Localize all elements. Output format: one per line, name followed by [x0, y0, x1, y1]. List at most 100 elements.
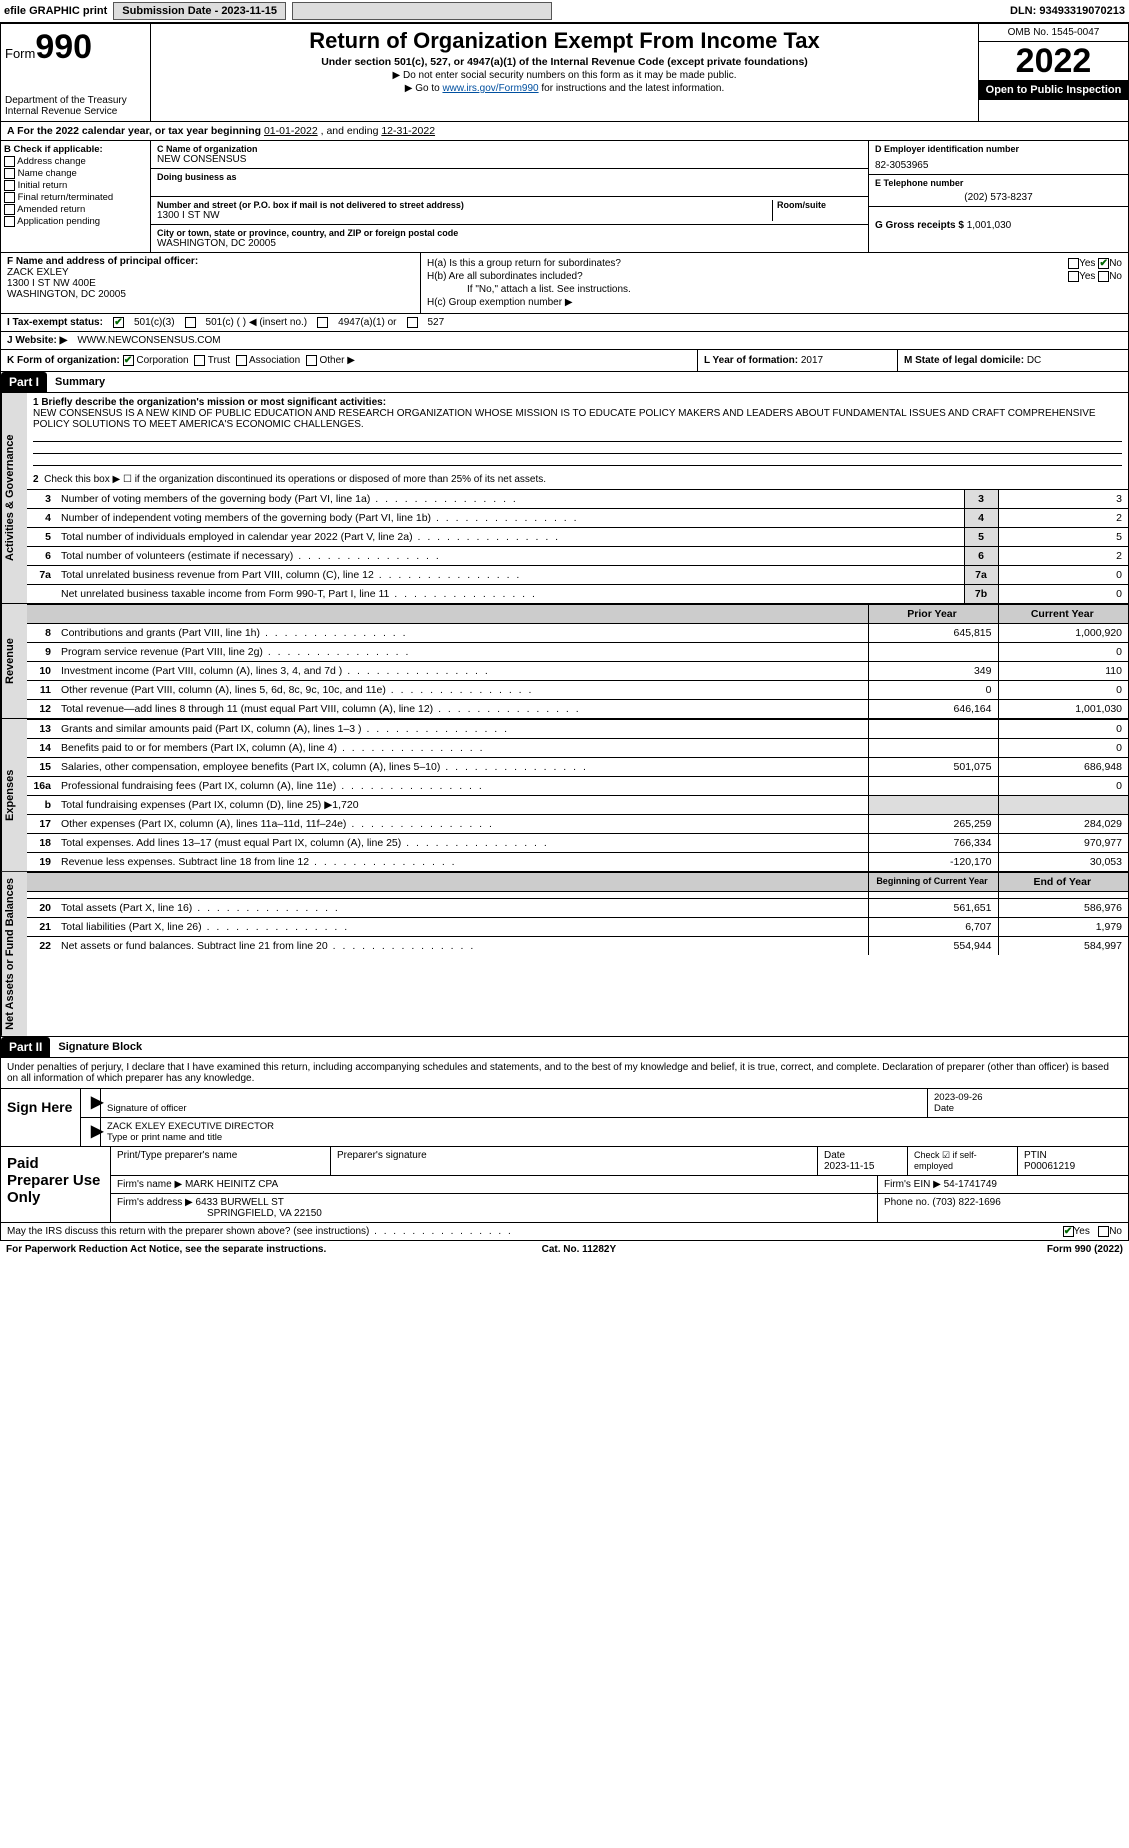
net-body: Beginning of Current YearEnd of Year 20T…: [27, 872, 1128, 1036]
ptin-cell: PTINP00061219: [1018, 1147, 1128, 1175]
open-public-badge: Open to Public Inspection: [979, 80, 1128, 100]
checkbox-icon[interactable]: [4, 204, 15, 215]
row-k-label: K Form of organization:: [7, 355, 120, 366]
checkbox-icon[interactable]: [4, 216, 15, 227]
table-row: [27, 892, 1128, 899]
table-row: bTotal fundraising expenses (Part IX, co…: [27, 796, 1128, 815]
group-return-block: H(a) Is this a group return for subordin…: [421, 253, 1128, 313]
ein-label: D Employer identification number: [875, 144, 1122, 154]
col-c-org-info: C Name of organization NEW CONSENSUS Doi…: [151, 141, 868, 252]
checkbox-icon[interactable]: [1098, 1226, 1109, 1237]
checkbox-icon[interactable]: [4, 168, 15, 179]
table-row: 11Other revenue (Part VIII, column (A), …: [27, 681, 1128, 700]
phone-label: E Telephone number: [875, 178, 1122, 188]
underline: [33, 430, 1122, 442]
gross-cell: G Gross receipts $ 1,001,030: [869, 207, 1128, 252]
paid-preparer-block: Paid Preparer Use Only Print/Type prepar…: [0, 1147, 1129, 1223]
vlabel-revenue: Revenue: [1, 604, 27, 718]
line2-text: Check this box ▶ ☐ if the organization d…: [44, 474, 546, 485]
chk-amended: Amended return: [4, 204, 147, 215]
chk-name-change: Name change: [4, 168, 147, 179]
firm-name-cell: Firm's name ▶ MARK HEINITZ CPA: [111, 1176, 878, 1193]
table-row: 12Total revenue—add lines 8 through 11 (…: [27, 700, 1128, 719]
submission-date-button[interactable]: Submission Date - 2023-11-15: [113, 2, 286, 20]
tax-year: 2022: [979, 42, 1128, 80]
discuss-text: May the IRS discuss this return with the…: [7, 1226, 513, 1237]
checkbox-icon[interactable]: [1068, 271, 1079, 282]
row-i-label: I Tax-exempt status:: [7, 317, 103, 328]
signature-field: Signature of officer: [101, 1089, 928, 1117]
table-row: 9Program service revenue (Part VIII, lin…: [27, 643, 1128, 662]
preparer-sig-col: Preparer's signature: [331, 1147, 818, 1175]
sig-line-2: ▶ ZACK EXLEY EXECUTIVE DIRECTORType or p…: [81, 1118, 1128, 1146]
table-row: 6Total number of volunteers (estimate if…: [27, 547, 1128, 566]
table-row: 4Number of independent voting members of…: [27, 509, 1128, 528]
paperwork-notice: For Paperwork Reduction Act Notice, see …: [6, 1244, 326, 1255]
sign-here-right: ▶ Signature of officer 2023-09-26Date ▶ …: [81, 1089, 1128, 1146]
prep-date: Date2023-11-15: [818, 1147, 908, 1175]
sig-line-1: ▶ Signature of officer 2023-09-26Date: [81, 1089, 1128, 1118]
part2-title: Signature Block: [50, 1038, 150, 1056]
form-ref: Form 990 (2022): [1047, 1244, 1123, 1255]
website-value: WWW.NEWCONSENSUS.COM: [77, 335, 220, 346]
part2-bar: Part II Signature Block: [0, 1037, 1129, 1058]
chk-address-change: Address change: [4, 156, 147, 167]
checkbox-icon[interactable]: [236, 355, 247, 366]
prep-line-2: Firm's name ▶ MARK HEINITZ CPA Firm's EI…: [111, 1176, 1128, 1194]
city-state-zip: WASHINGTON, DC 20005: [157, 238, 862, 249]
block-fh: F Name and address of principal officer:…: [0, 253, 1129, 314]
officer-name: ZACK EXLEY: [7, 267, 414, 278]
checkbox-icon[interactable]: [185, 317, 196, 328]
officer-addr2: WASHINGTON, DC 20005: [7, 289, 414, 300]
row-a-mid: , and ending: [321, 125, 382, 137]
sig-date: 2023-09-26Date: [928, 1089, 1128, 1117]
checkbox-icon[interactable]: [306, 355, 317, 366]
prep-line-1: Print/Type preparer's name Preparer's si…: [111, 1147, 1128, 1176]
line1-label: 1 Briefly describe the organization's mi…: [33, 397, 386, 408]
table-header: Beginning of Current YearEnd of Year: [27, 873, 1128, 892]
table-row: 17Other expenses (Part IX, column (A), l…: [27, 815, 1128, 834]
table-row: 10Investment income (Part VIII, column (…: [27, 662, 1128, 681]
row-a-tax-year: A For the 2022 calendar year, or tax yea…: [0, 122, 1129, 141]
checkbox-checked-icon[interactable]: [123, 355, 134, 366]
cat-no: Cat. No. 11282Y: [542, 1244, 616, 1255]
revenue-table: Prior YearCurrent Year 8Contributions an…: [27, 604, 1128, 718]
mission-block: 1 Briefly describe the organization's mi…: [27, 393, 1128, 489]
section-net-assets: Net Assets or Fund Balances Beginning of…: [0, 872, 1129, 1037]
form-of-org: K Form of organization: Corporation Trus…: [1, 350, 698, 371]
form-note1: ▶ Do not enter social security numbers o…: [155, 70, 974, 81]
checkbox-icon[interactable]: [4, 192, 15, 203]
checkbox-icon[interactable]: [407, 317, 418, 328]
checkbox-icon[interactable]: [194, 355, 205, 366]
col-d-ein-phone: D Employer identification number 82-3053…: [868, 141, 1128, 252]
table-header: Prior YearCurrent Year: [27, 605, 1128, 624]
section-revenue: Revenue Prior YearCurrent Year 8Contribu…: [0, 604, 1129, 719]
form-subtitle: Under section 501(c), 527, or 4947(a)(1)…: [155, 56, 974, 68]
checkbox-icon[interactable]: [1068, 258, 1079, 269]
checkbox-icon[interactable]: [317, 317, 328, 328]
prep-line-3: Firm's address ▶ 6433 BURWELL ST SPRINGF…: [111, 1194, 1128, 1222]
chk-initial-return: Initial return: [4, 180, 147, 191]
checkbox-checked-icon[interactable]: [113, 317, 124, 328]
hc-line: H(c) Group exemption number ▶: [427, 297, 1122, 308]
governance-table: 3Number of voting members of the governi…: [27, 489, 1128, 603]
officer-addr1: 1300 I ST NW 400E: [7, 278, 414, 289]
officer-name-field: ZACK EXLEY EXECUTIVE DIRECTORType or pri…: [101, 1118, 1128, 1146]
checkbox-icon[interactable]: [4, 180, 15, 191]
city-cell: City or town, state or province, country…: [151, 225, 868, 252]
irs-link[interactable]: www.irs.gov/Form990: [442, 83, 538, 94]
room-label: Room/suite: [777, 200, 862, 210]
checkbox-checked-icon[interactable]: [1098, 258, 1109, 269]
checkbox-icon[interactable]: [1098, 271, 1109, 282]
checkbox-checked-icon[interactable]: [1063, 1226, 1074, 1237]
hb-note: If "No," attach a list. See instructions…: [427, 284, 1122, 295]
tax-year-begin: 01-01-2022: [264, 125, 318, 137]
table-row: 21Total liabilities (Part X, line 26)6,7…: [27, 918, 1128, 937]
blank-button[interactable]: [292, 2, 552, 20]
checkbox-icon[interactable]: [4, 156, 15, 167]
self-employed: Check ☑ if self-employed: [908, 1147, 1018, 1175]
state-domicile: M State of legal domicile: DC: [898, 350, 1128, 371]
declaration-text: Under penalties of perjury, I declare th…: [0, 1058, 1129, 1089]
part2-tab: Part II: [1, 1037, 50, 1057]
table-row: 20Total assets (Part X, line 16)561,6515…: [27, 899, 1128, 918]
